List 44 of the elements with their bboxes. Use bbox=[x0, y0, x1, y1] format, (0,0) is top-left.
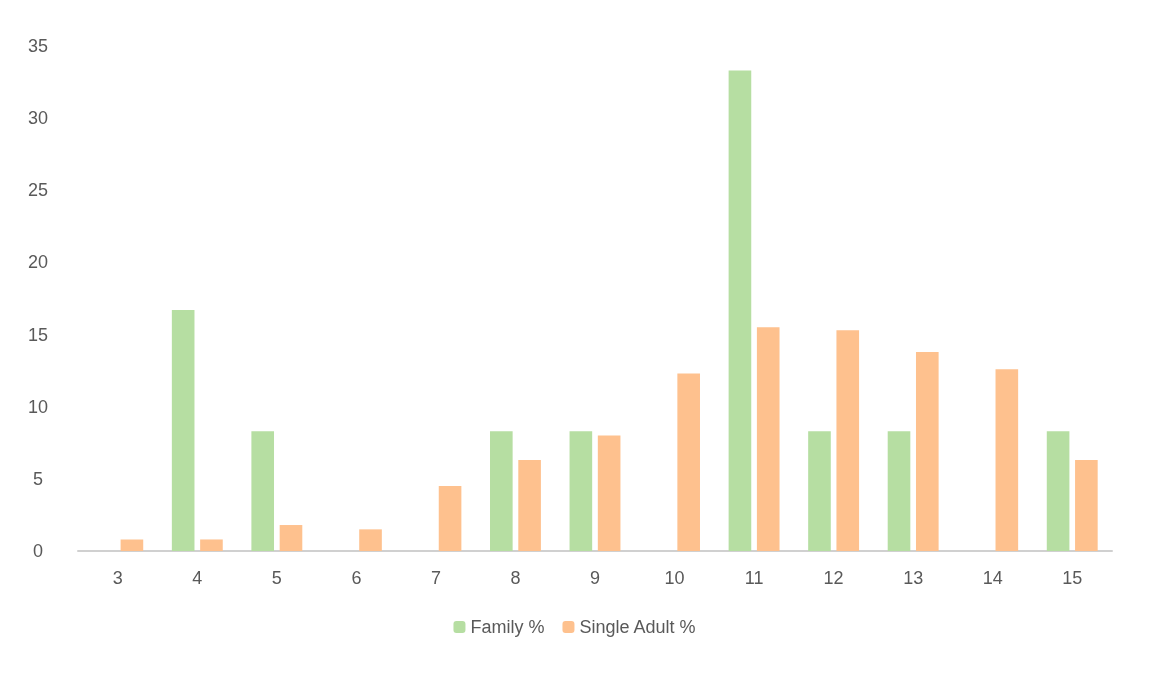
x-tick-label: 11 bbox=[744, 568, 764, 588]
y-tick-label: 5 bbox=[32, 468, 44, 489]
bar bbox=[1046, 431, 1070, 551]
bar bbox=[569, 431, 593, 551]
bar bbox=[1075, 460, 1098, 551]
y-tick-label: 25 bbox=[27, 180, 49, 201]
y-tick-label: 15 bbox=[27, 324, 49, 345]
x-tick-label: 5 bbox=[271, 568, 282, 588]
x-tick-label: 9 bbox=[589, 568, 601, 588]
x-tick-label: 3 bbox=[112, 568, 123, 588]
x-tick-label: 7 bbox=[430, 568, 441, 588]
bar bbox=[251, 431, 275, 551]
bar bbox=[200, 539, 223, 551]
bar bbox=[728, 70, 752, 551]
bar bbox=[597, 435, 621, 551]
bar bbox=[808, 431, 831, 551]
x-tick-label: 6 bbox=[351, 568, 362, 588]
bar bbox=[359, 529, 382, 551]
x-tick-label: 12 bbox=[823, 568, 844, 588]
x-tick-label: 8 bbox=[510, 568, 521, 588]
bar bbox=[171, 310, 195, 551]
bar bbox=[887, 431, 911, 551]
bar bbox=[677, 373, 700, 551]
y-tick-label: 30 bbox=[27, 108, 49, 129]
bar bbox=[836, 330, 860, 551]
x-tick-label: 13 bbox=[903, 568, 924, 588]
bar bbox=[438, 486, 462, 551]
bar bbox=[490, 431, 513, 551]
x-tick-label: 4 bbox=[192, 568, 203, 588]
y-tick-label: 35 bbox=[27, 36, 49, 56]
y-tick-label: 0 bbox=[32, 541, 44, 561]
legend-label: Single Adult % bbox=[579, 617, 696, 637]
x-tick-label: 15 bbox=[1062, 568, 1083, 588]
bar bbox=[120, 539, 144, 551]
bar bbox=[915, 351, 939, 551]
bar bbox=[518, 460, 541, 551]
bar bbox=[279, 525, 303, 551]
x-tick-label: 14 bbox=[982, 568, 1003, 588]
bar bbox=[756, 327, 780, 551]
y-tick-label: 10 bbox=[27, 396, 49, 417]
x-tick-label: 10 bbox=[664, 568, 685, 588]
bar bbox=[995, 369, 1019, 551]
y-tick-label: 20 bbox=[27, 252, 49, 273]
legend-label: Family % bbox=[470, 617, 545, 637]
